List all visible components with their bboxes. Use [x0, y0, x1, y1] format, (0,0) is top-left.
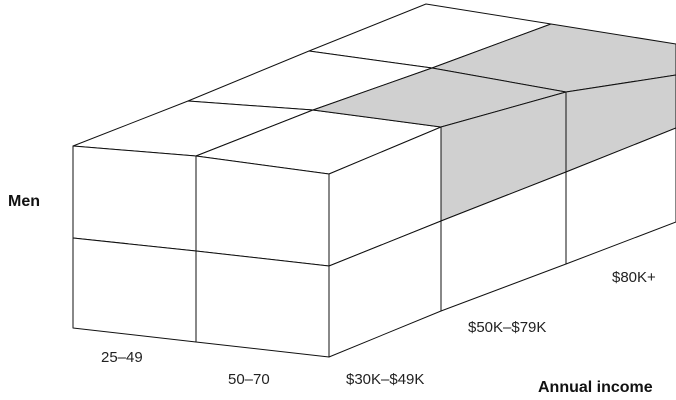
front-cell [72, 145, 197, 252]
front-cell [195, 250, 330, 358]
front-cell [72, 237, 197, 343]
side-cell [565, 127, 676, 265]
front-cell [195, 155, 330, 267]
income-label-30k-49k: $30K–$49K [346, 371, 424, 388]
row-label-men: Men [8, 193, 40, 210]
age-label-50-70: 50–70 [228, 371, 270, 388]
income-label-50k-79k: $50K–$79K [468, 319, 546, 336]
side-cell-highlighted [565, 74, 676, 173]
income-label-80k-plus: $80K+ [612, 269, 656, 286]
axis-label-annual-income: Annual income [538, 379, 653, 396]
age-label-25-49: 25–49 [101, 349, 143, 366]
